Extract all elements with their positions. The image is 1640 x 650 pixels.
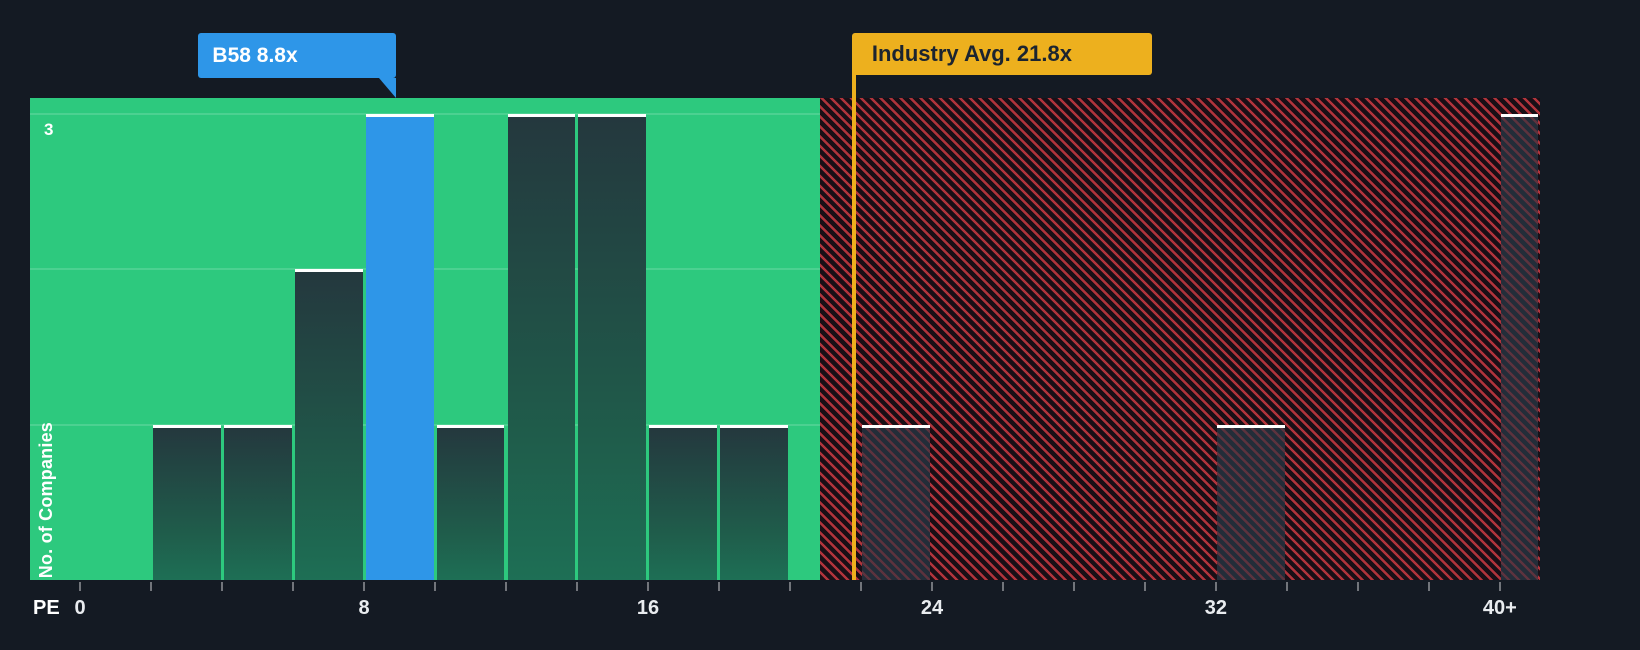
histogram-bar[interactable]	[1501, 113, 1539, 581]
x-tick-mark	[788, 582, 791, 591]
x-tick-label: 8	[358, 597, 370, 619]
industry-callout-label: Industry Avg. 21.8x	[871, 41, 1072, 66]
histogram-bar[interactable]	[649, 424, 718, 580]
histogram-bar[interactable]	[507, 113, 576, 580]
x-tick-mark	[363, 582, 366, 591]
x-tick-label: 0	[74, 597, 86, 619]
y-tick-label: 3	[44, 120, 54, 139]
x-tick-mark	[1285, 582, 1288, 591]
x-tick-mark	[150, 582, 153, 591]
x-tick-label: 40+	[1482, 597, 1517, 619]
histogram-bar[interactable]	[720, 424, 789, 580]
x-tick-mark	[859, 582, 862, 591]
histogram-bar[interactable]	[862, 424, 931, 581]
x-tick-mark	[1214, 582, 1217, 591]
histogram-bar[interactable]	[294, 269, 363, 580]
x-tick-label: 16	[636, 597, 660, 619]
histogram-bar[interactable]	[578, 113, 647, 580]
x-tick-mark	[717, 582, 720, 591]
x-tick-mark	[1498, 582, 1501, 591]
histogram-bar[interactable]	[223, 424, 292, 580]
x-tick-mark	[1143, 582, 1146, 591]
company-callout-label: B58 8.8x	[212, 43, 298, 67]
x-tick-label: 32	[1204, 597, 1228, 619]
x-tick-mark	[1001, 582, 1004, 591]
x-axis-title: PE	[33, 597, 60, 619]
company-callout[interactable]: B58 8.8x	[198, 33, 397, 98]
company-bar[interactable]	[365, 113, 434, 580]
x-tick-mark	[505, 582, 507, 591]
y-axis-label: No. of Companies	[36, 421, 56, 578]
industry-avg-line	[851, 40, 856, 580]
x-tick-mark	[292, 582, 295, 591]
histogram-bar[interactable]	[1217, 424, 1286, 581]
histogram-bar[interactable]	[436, 424, 505, 580]
overvalued-zone	[820, 98, 1540, 580]
callout-pointer-icon	[379, 78, 397, 98]
x-tick-label: 24	[920, 597, 944, 619]
x-tick-mark	[434, 582, 436, 591]
plot-area: No. of Companies 3	[30, 98, 1540, 581]
x-tick-mark	[1072, 582, 1075, 591]
x-tick-mark	[930, 582, 933, 591]
x-tick-mark	[575, 582, 578, 591]
x-tick-mark	[1356, 582, 1359, 591]
x-tick-mark	[1427, 582, 1430, 591]
industry-callout: Industry Avg. 21.8x	[851, 33, 1152, 75]
histogram-bar[interactable]	[152, 424, 221, 580]
x-tick-mark	[79, 582, 82, 591]
x-tick-mark	[646, 582, 649, 591]
x-tick-mark	[221, 582, 224, 591]
